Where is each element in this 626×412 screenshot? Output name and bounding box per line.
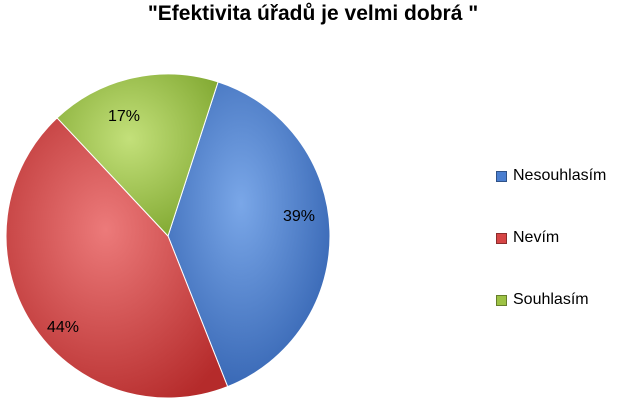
pie-slice-souhlasim	[56, 73, 219, 237]
legend-label: Nesouhlasím	[513, 167, 607, 184]
pie-slice-nevim	[5, 117, 229, 399]
legend-swatch-red	[496, 232, 507, 244]
legend-item-nevim: Nevím	[496, 229, 559, 247]
legend: Nesouhlasím Nevím Souhlasím	[496, 0, 626, 412]
legend-swatch-green	[496, 294, 507, 306]
legend-label: Nevím	[513, 229, 560, 246]
legend-swatch-blue	[496, 170, 507, 182]
slice-data-label: 39%	[283, 208, 315, 225]
slice-data-label: 17%	[108, 108, 140, 125]
legend-item-nesouhlasim: Nesouhlasím	[496, 167, 606, 185]
chart-title: "Efektivita úřadů je velmi dobrá "	[147, 2, 479, 25]
legend-item-souhlasim: Souhlasím	[496, 291, 589, 309]
pie-slice-nesouhlasim	[167, 81, 331, 388]
slice-data-label: 44%	[47, 319, 79, 336]
legend-label: Souhlasím	[513, 291, 589, 308]
